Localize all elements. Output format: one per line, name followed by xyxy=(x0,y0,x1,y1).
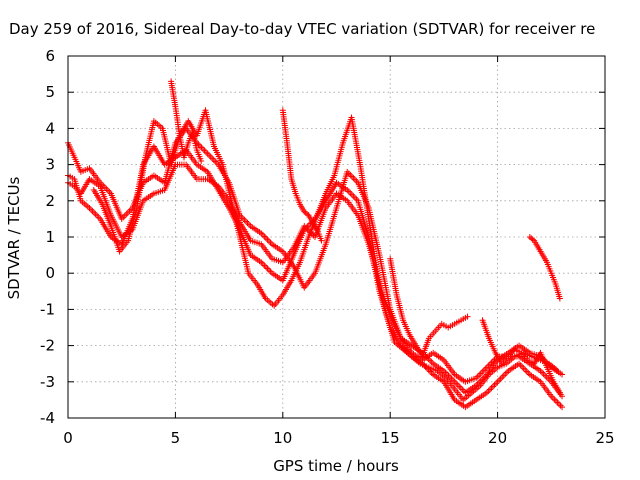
y-tick-label: 2 xyxy=(45,192,55,210)
x-axis-label: GPS time / hours xyxy=(273,457,399,475)
y-tick-label: -4 xyxy=(40,409,55,427)
x-tick-labels: 0 5 10 15 20 25 xyxy=(63,429,614,447)
x-tick-label: 0 xyxy=(63,429,73,447)
y-tick-label: 5 xyxy=(45,83,55,101)
y-tick-label: 4 xyxy=(45,119,55,137)
data-point xyxy=(556,295,563,302)
y-tick-label: -2 xyxy=(40,337,55,355)
data-point xyxy=(198,157,205,164)
y-tick-label: 0 xyxy=(45,264,55,282)
data-point xyxy=(554,367,561,374)
x-tick-label: 5 xyxy=(171,429,181,447)
y-tick-label: 6 xyxy=(45,47,55,65)
chart-title: Day 259 of 2016, Sidereal Day-to-day VTE… xyxy=(9,20,595,38)
data-point xyxy=(559,371,566,378)
data-point xyxy=(529,236,536,243)
series-7 xyxy=(387,255,471,360)
data-point xyxy=(464,313,471,320)
data-point xyxy=(556,389,563,396)
x-tick-label: 25 xyxy=(595,429,614,447)
y-tick-label: 3 xyxy=(45,156,55,174)
data-point xyxy=(304,211,311,218)
x-tick-label: 10 xyxy=(273,429,292,447)
y-tick-label: -1 xyxy=(40,300,55,318)
y-tick-label: 1 xyxy=(45,228,55,246)
y-tick-label: -3 xyxy=(40,373,55,391)
data-point xyxy=(559,393,566,400)
series-6 xyxy=(279,107,325,244)
series-8 xyxy=(479,317,563,396)
series-5 xyxy=(168,78,205,164)
series-9 xyxy=(526,234,563,302)
y-tick-labels: -4 -3 -2 -1 0 1 2 3 4 5 6 xyxy=(40,47,55,427)
x-tick-label: 20 xyxy=(488,429,507,447)
data-point xyxy=(318,237,325,244)
series-4 xyxy=(90,107,561,403)
tick-marks xyxy=(67,55,606,419)
data-points xyxy=(65,78,566,411)
x-tick-label: 15 xyxy=(381,429,400,447)
data-point xyxy=(559,404,566,411)
y-axis-label: SDTVAR / TECUs xyxy=(5,176,23,299)
